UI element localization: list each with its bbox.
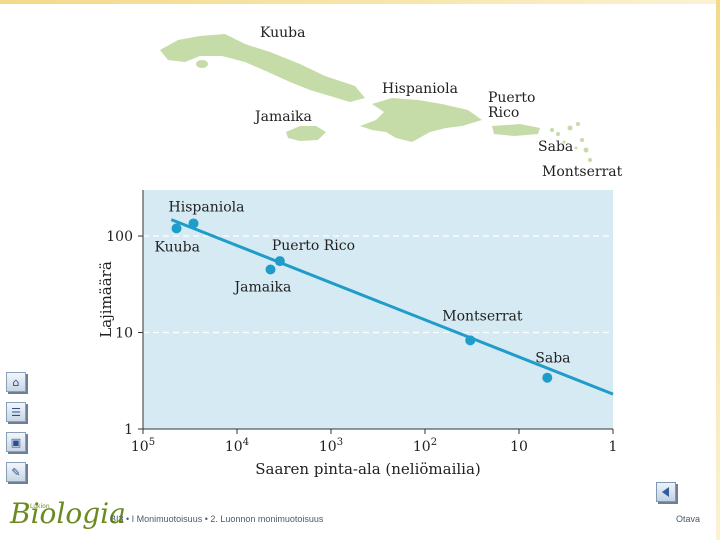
- island-shape: [583, 147, 589, 153]
- data-point: [542, 372, 553, 383]
- x-tick-exponent: 5: [149, 437, 155, 448]
- logo-subtitle: Lukion: [30, 503, 50, 510]
- trendline: [170, 218, 614, 396]
- data-point: [188, 218, 199, 229]
- publisher-label: Otava: [675, 514, 700, 524]
- point-label: Montserrat: [442, 308, 523, 324]
- x-tick-label: 10: [510, 439, 528, 455]
- edit-icon[interactable]: ✎: [6, 462, 26, 482]
- jamaica-shape: [286, 126, 326, 141]
- map-label-jamaika: Jamaika: [255, 109, 312, 125]
- saba-shape: [550, 128, 554, 132]
- home-icon[interactable]: ⌂: [6, 372, 26, 392]
- x-tick-label: 103: [319, 437, 343, 455]
- montserrat-shape: [580, 138, 584, 142]
- map-shapes: [160, 34, 592, 162]
- side-nav: ⌂ ☰ ▣ ✎: [6, 372, 30, 492]
- data-point: [265, 264, 276, 275]
- back-button[interactable]: [656, 482, 676, 502]
- map-label-kuuba: Kuuba: [260, 25, 306, 41]
- breadcrumb: BI3 • I Monimuotoisuus • 2. Luonnon moni…: [110, 514, 324, 524]
- island-shape: [567, 125, 573, 131]
- puerto-rico-shape: [492, 124, 540, 136]
- point-label: Hispaniola: [169, 199, 245, 215]
- map-label-puerto-rico: Puerto Rico: [488, 90, 536, 121]
- list-icon[interactable]: ☰: [6, 402, 26, 422]
- island-shape: [574, 146, 578, 150]
- y-tick-label: 1: [124, 422, 133, 438]
- island-shape: [556, 132, 560, 136]
- data-point: [274, 256, 285, 267]
- x-tick-label: 104: [225, 437, 249, 455]
- x-tick-label: 105: [131, 437, 155, 455]
- top-border: [0, 0, 720, 4]
- x-tick-label: 102: [413, 437, 437, 455]
- isle-shape: [196, 60, 208, 68]
- back-arrow-icon: [662, 487, 669, 497]
- island-shape: [562, 140, 566, 144]
- map-label-hispaniola: Hispaniola: [382, 81, 458, 97]
- data-point: [171, 223, 182, 234]
- island-shape: [576, 122, 580, 126]
- point-label: Jamaika: [233, 279, 292, 295]
- y-tick-label: 100: [106, 229, 133, 245]
- hispaniola-shape: [360, 98, 482, 142]
- caribbean-map: Kuuba Hispaniola Jamaika Puerto Rico Sab…: [150, 20, 630, 190]
- species-area-chart: 100 10 1 105 104 103 102 10 1 Saaren pinta-ala (n…: [95, 185, 635, 489]
- y-tick-label: 10: [115, 326, 133, 342]
- y-axis-label: Lajimäärä: [97, 261, 115, 338]
- image-icon[interactable]: ▣: [6, 432, 26, 452]
- x-axis-label: Saaren pinta-ala (neliömailia): [255, 460, 481, 478]
- right-border: [716, 0, 720, 540]
- biologia-logo: Biologia: [10, 497, 126, 530]
- cuba-shape: [160, 34, 365, 102]
- x-tick-exponent: 4: [243, 437, 249, 448]
- map-label-montserrat: Montserrat: [542, 164, 623, 180]
- x-tick-label: 1: [609, 439, 618, 455]
- island-shape: [588, 158, 592, 162]
- x-tick-exponent: 2: [431, 437, 437, 448]
- point-label: Puerto Rico: [272, 238, 355, 254]
- x-tick-exponent: 3: [337, 437, 343, 448]
- plot-background: [143, 190, 613, 429]
- map-label-saba: Saba: [538, 139, 574, 155]
- point-label: Kuuba: [155, 239, 201, 255]
- data-point: [465, 335, 476, 346]
- point-label: Saba: [535, 351, 570, 367]
